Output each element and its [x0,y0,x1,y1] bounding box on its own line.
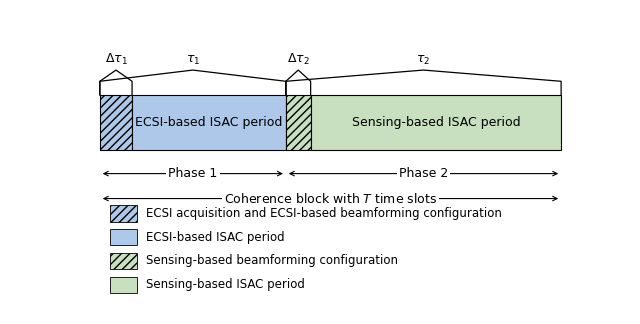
Bar [286,95,310,150]
Text: $\tau_2$: $\tau_2$ [417,54,431,67]
Text: Sensing-based beamforming configuration: Sensing-based beamforming configuration [146,254,398,267]
Text: Sensing-based ISAC period: Sensing-based ISAC period [146,278,305,291]
Bar [110,205,137,222]
Text: Phase 2: Phase 2 [399,167,448,180]
Bar [310,95,561,150]
Text: $\tau_1$: $\tau_1$ [186,54,200,67]
Bar [132,95,286,150]
Bar [110,253,137,269]
Bar [110,229,137,245]
Bar [110,276,137,293]
Text: $\Delta\tau_1$: $\Delta\tau_1$ [104,52,127,67]
Text: ECSI-based ISAC period: ECSI-based ISAC period [146,231,285,244]
Text: $\Delta\tau_2$: $\Delta\tau_2$ [287,52,310,67]
Text: ECSI-based ISAC period: ECSI-based ISAC period [135,116,283,129]
Text: Coherence block with $T$ time slots: Coherence block with $T$ time slots [224,191,437,205]
Text: Phase 1: Phase 1 [168,167,218,180]
Text: ECSI acquisition and ECSI-based beamforming configuration: ECSI acquisition and ECSI-based beamform… [146,207,502,220]
Bar [100,95,132,150]
Text: Sensing-based ISAC period: Sensing-based ISAC period [351,116,520,129]
